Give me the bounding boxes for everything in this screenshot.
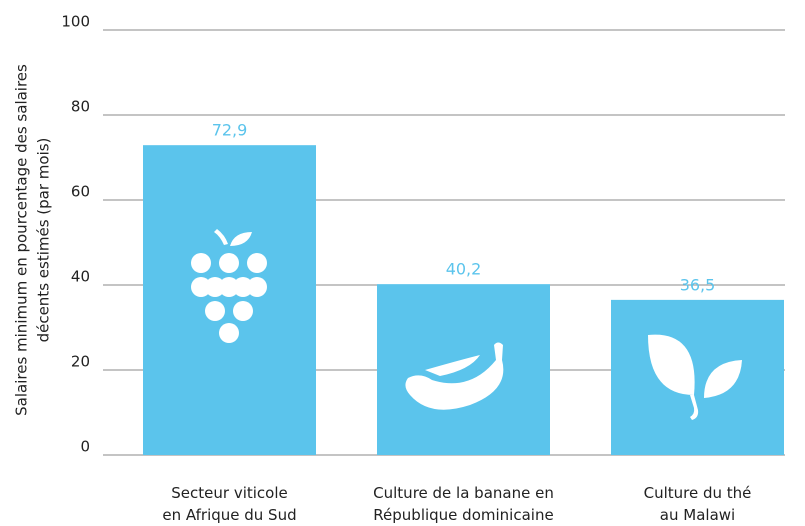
bar — [377, 284, 550, 455]
x-tick-label: Culture de la banane en République domini… — [373, 484, 554, 524]
y-axis-label: Salaires minimum en pourcentage des sala… — [13, 64, 31, 416]
y-tick-label: 80 — [71, 98, 90, 116]
leaf-icon — [648, 334, 742, 420]
x-tick-label: Culture du thé au Malawi — [644, 484, 752, 524]
value-label: 72,9 — [212, 121, 248, 140]
value-label: 36,5 — [680, 275, 716, 294]
x-tick-label: Secteur viticole en Afrique du Sud — [162, 484, 296, 524]
y-tick-label: 40 — [71, 268, 90, 286]
y-tick-label: 0 — [80, 438, 90, 456]
banana-icon — [405, 342, 504, 410]
value-label: 40,2 — [446, 260, 482, 279]
y-tick-label: 100 — [61, 13, 90, 31]
bar — [611, 299, 784, 455]
y-tick-label: 60 — [71, 183, 90, 201]
bar — [143, 145, 316, 456]
y-axis-label: décents estimés (par mois) — [35, 138, 53, 343]
grape-icon — [191, 229, 267, 343]
bars — [103, 29, 785, 456]
y-tick-label: 20 — [71, 353, 90, 371]
